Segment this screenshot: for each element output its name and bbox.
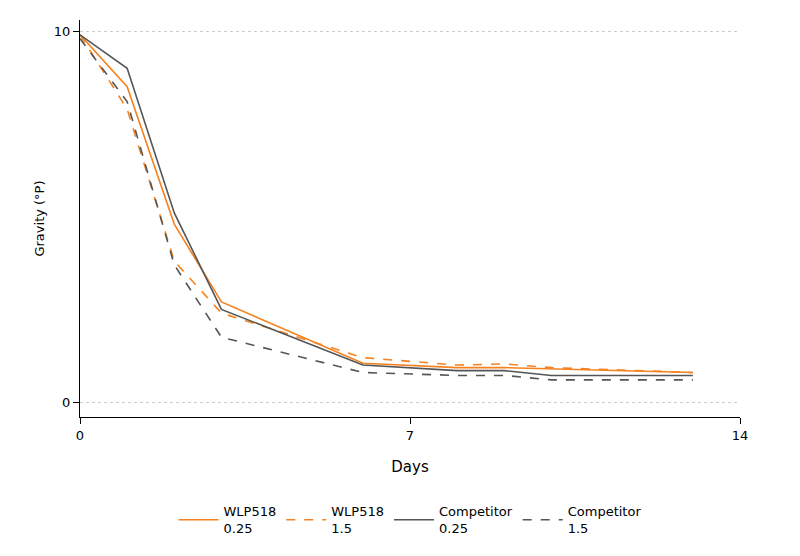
svg-text:Competitor1.5: Competitor1.5	[568, 504, 642, 536]
svg-text:0: 0	[62, 395, 70, 410]
svg-text:10: 10	[54, 24, 71, 39]
svg-text:0: 0	[76, 428, 84, 443]
svg-text:Days: Days	[391, 458, 429, 476]
svg-text:WLP5181.5: WLP5181.5	[331, 504, 384, 536]
svg-text:Competitor0.25: Competitor0.25	[439, 504, 513, 536]
svg-text:7: 7	[406, 428, 414, 443]
svg-text:WLP5180.25: WLP5180.25	[224, 504, 277, 536]
svg-text:14: 14	[732, 428, 749, 443]
svg-text:Gravity (°P): Gravity (°P)	[32, 180, 47, 256]
